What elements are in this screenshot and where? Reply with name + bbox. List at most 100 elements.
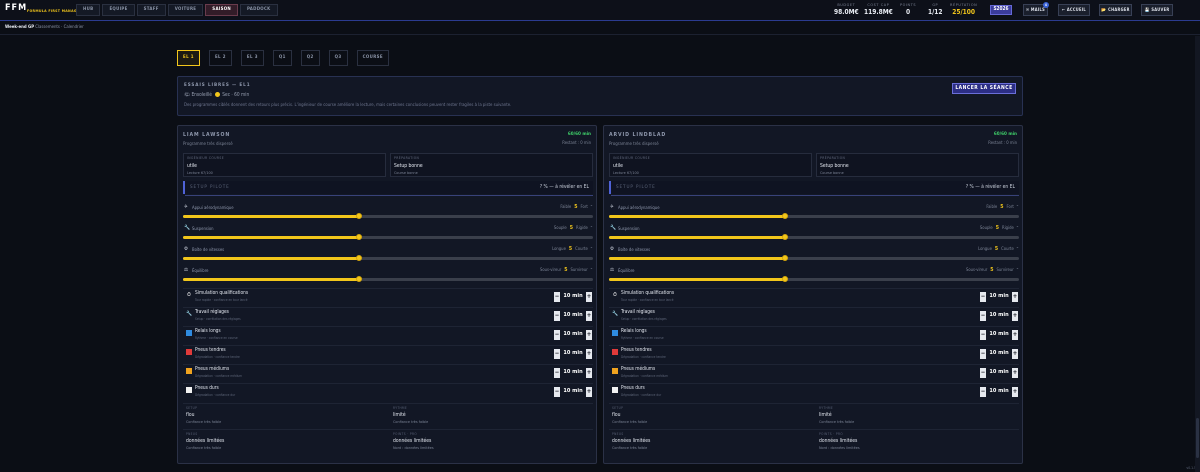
decrease-minutes-button[interactable]: −	[554, 330, 560, 340]
increase-minutes-button[interactable]: +	[586, 387, 592, 397]
slider-handle[interactable]	[356, 213, 363, 219]
slider-track[interactable]	[609, 255, 1019, 261]
decrease-minutes-button[interactable]: −	[554, 311, 560, 321]
nav-tab-saison[interactable]: SAISON	[205, 4, 238, 16]
chevron-icon[interactable]: ⌃	[1015, 225, 1019, 230]
pilot-setup-bar: SETUP PILOTE ? % — à révéler en EL	[609, 181, 1019, 196]
increase-minutes-button[interactable]: +	[586, 292, 592, 302]
slider-icon: ⚙	[184, 246, 189, 252]
chevron-icon[interactable]: ⌃	[589, 204, 593, 209]
home-button[interactable]: ← ACCUEIL	[1058, 4, 1090, 16]
stat-label: RÉPUTATION	[950, 2, 978, 7]
chevron-icon[interactable]: ⌃	[1015, 204, 1019, 209]
tab-el1[interactable]: EL 1	[177, 50, 200, 66]
tab-course[interactable]: COURSE	[356, 50, 390, 66]
program-icon: 🔧	[612, 311, 619, 317]
chevron-icon[interactable]: ⌃	[589, 267, 593, 272]
slider-fill	[183, 215, 360, 218]
mails-button[interactable]: ✉ MAILS 4	[1023, 2, 1049, 16]
decrease-minutes-button[interactable]: −	[980, 330, 986, 340]
program-icon	[612, 368, 618, 374]
increase-minutes-button[interactable]: +	[586, 311, 592, 321]
chevron-icon[interactable]: ⌃	[589, 246, 593, 251]
chevron-icon[interactable]: ⌃	[1015, 246, 1019, 251]
chevron-icon[interactable]: ⌃	[1015, 267, 1019, 272]
increase-minutes-button[interactable]: +	[1012, 292, 1018, 302]
decrease-minutes-button[interactable]: −	[554, 368, 560, 378]
slider-name: Appui aérodynamique	[618, 205, 660, 210]
slider-handle[interactable]	[782, 255, 789, 261]
save-button[interactable]: 💾 SAUVER	[1141, 4, 1173, 16]
driver-name: LIAM LAWSON	[183, 132, 231, 138]
chevron-icon[interactable]: ⌃	[589, 225, 593, 230]
increase-minutes-button[interactable]: +	[586, 349, 592, 359]
slider-value: 5	[564, 267, 568, 273]
tab-q1[interactable]: Q1	[272, 50, 292, 66]
feedback-sub: Confiance très faible	[612, 445, 648, 450]
program-row: Pneus durs Dégradation · confiance dur −10…	[183, 383, 593, 401]
decrease-minutes-button[interactable]: −	[554, 387, 560, 397]
nav-tab-hub[interactable]: HUB	[76, 4, 101, 16]
slider-handle[interactable]	[782, 234, 789, 240]
decrease-minutes-button[interactable]: −	[980, 311, 986, 321]
slider-track[interactable]	[609, 234, 1019, 240]
minutes-value: 10	[563, 293, 571, 299]
slider-handle[interactable]	[356, 255, 363, 261]
driver-card: LIAM LAWSON Programme très dispersé 60/60 …	[177, 125, 597, 464]
slider-handle[interactable]	[356, 276, 363, 282]
setup-label: PRÉPARATION	[394, 156, 420, 160]
decrease-minutes-button[interactable]: −	[980, 368, 986, 378]
load-button[interactable]: 📂 CHARGER	[1099, 4, 1132, 16]
pilot-setup-progress	[185, 195, 593, 196]
scrollbar[interactable]	[1195, 36, 1200, 472]
slider-max-label: Fort	[1006, 204, 1014, 209]
session-panel: ESSAIS LIBRES — EL1 🌤 Ensoleillé Sec · 6…	[177, 76, 1023, 116]
slider-track[interactable]	[183, 213, 593, 219]
slider-icon: 🔧	[610, 225, 617, 231]
tab-q3[interactable]: Q3	[328, 50, 348, 66]
program-row: 🔧 Travail réglages Setup · corrélation des…	[609, 307, 1019, 325]
decrease-minutes-button[interactable]: −	[554, 292, 560, 302]
breadcrumb-links[interactable]: Classements · Calendrier	[35, 25, 84, 30]
increase-minutes-button[interactable]: +	[1012, 368, 1018, 378]
stat-reputation: RÉPUTATION 25/100	[950, 2, 977, 16]
driver-name: ARVID LINDBLAD	[609, 132, 667, 138]
setup-slider: ⚙ Boîte de vitesses Longue 5 Courte ⌃	[609, 245, 1019, 263]
slider-handle[interactable]	[356, 234, 363, 240]
slider-track[interactable]	[183, 276, 593, 282]
minutes-remaining: Restant : 0 min	[988, 140, 1017, 145]
decrease-minutes-button[interactable]: −	[980, 387, 986, 397]
nav-tab-voiture[interactable]: VOITURE	[167, 4, 204, 16]
tab-q2[interactable]: Q2	[300, 50, 320, 66]
minutes-remaining: Restant : 0 min	[562, 140, 591, 145]
slider-handle[interactable]	[782, 276, 789, 282]
increase-minutes-button[interactable]: +	[1012, 387, 1018, 397]
slider-handle[interactable]	[782, 213, 789, 219]
increase-minutes-button[interactable]: +	[1012, 349, 1018, 359]
nav-tab-equipe[interactable]: ÉQUIPE	[102, 4, 135, 16]
slider-track[interactable]	[609, 213, 1019, 219]
tab-el2[interactable]: EL 2	[208, 50, 232, 66]
slider-track[interactable]	[609, 276, 1019, 282]
increase-minutes-button[interactable]: +	[1012, 311, 1018, 321]
decrease-minutes-button[interactable]: −	[980, 349, 986, 359]
decrease-minutes-button[interactable]: −	[554, 349, 560, 359]
nav-tab-paddock[interactable]: PADDOCK	[239, 4, 278, 16]
increase-minutes-button[interactable]: +	[1012, 330, 1018, 340]
slider-max-label: Rigide	[576, 225, 588, 230]
program-minutes: 10 min	[562, 388, 584, 394]
setup-sub: Course bonne	[820, 170, 844, 175]
slider-track[interactable]	[183, 255, 593, 261]
nav-tab-staff[interactable]: STAFF	[136, 4, 166, 16]
tab-el3[interactable]: EL 3	[240, 50, 264, 66]
slider-value: 5	[990, 267, 994, 273]
program-desc: Setup · corrélation des réglages	[621, 317, 667, 321]
scrollbar-thumb[interactable]	[1196, 418, 1199, 458]
decrease-minutes-button[interactable]: −	[980, 292, 986, 302]
increase-minutes-button[interactable]: +	[586, 330, 592, 340]
slider-track[interactable]	[183, 234, 593, 240]
increase-minutes-button[interactable]: +	[586, 368, 592, 378]
minutes-unit: min	[998, 312, 1009, 318]
launch-session-button[interactable]: LANCER LA SÉANCE	[952, 83, 1016, 94]
minutes-unit: min	[998, 369, 1009, 375]
